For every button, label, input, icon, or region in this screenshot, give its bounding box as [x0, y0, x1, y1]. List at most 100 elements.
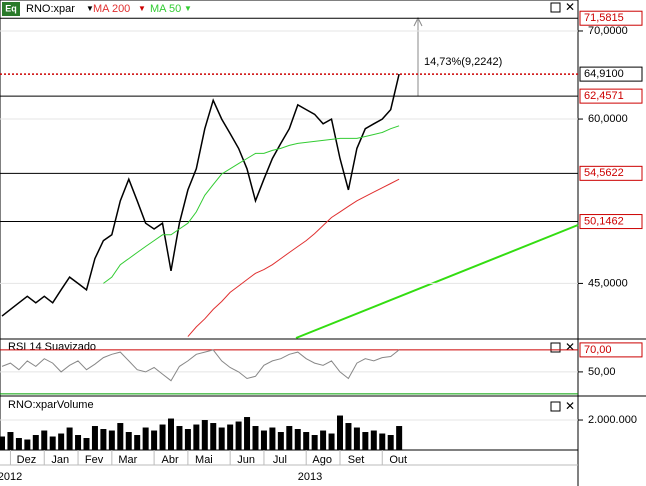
panel-title: RNO:xparVolume [8, 399, 94, 411]
volume-bar [277, 432, 284, 450]
dropdown[interactable]: ▼ [184, 4, 192, 13]
volume-bar [125, 432, 132, 450]
x-tick-label: Set [348, 454, 365, 466]
volume-bar [159, 424, 166, 450]
volume-bar [83, 438, 90, 450]
level-label-box [579, 10, 643, 26]
level-label: 54,5622 [584, 167, 624, 179]
y-tick-label: 50,00 [588, 366, 616, 378]
volume-bar [370, 430, 377, 450]
volume-bar [151, 430, 158, 450]
x-tick-label: Dez [17, 454, 37, 466]
volume-bar [0, 436, 5, 450]
volume-bar [328, 433, 335, 450]
volume-bar [7, 432, 14, 450]
volume-bar [134, 435, 141, 450]
volume-bar [345, 423, 352, 450]
plot-frame [0, 0, 579, 451]
y-tick-label: 70,0000 [588, 25, 628, 37]
y-tick-label: 2.000.000 [588, 414, 637, 426]
x-tick-label: Jul [273, 454, 287, 466]
volume-bar [176, 426, 183, 450]
volume-bar [260, 430, 267, 450]
volume-bar [91, 426, 98, 450]
series-line [1, 349, 400, 382]
legend-entry: RNO:xpar [26, 3, 75, 15]
volume-bar [286, 426, 293, 450]
panel-title: RSI 14 Suavizado [8, 341, 96, 353]
level-label: 62,4571 [584, 90, 624, 102]
volume-bar [142, 427, 149, 450]
trend-line [295, 224, 579, 339]
x-tick-label: Mar [118, 454, 137, 466]
volume-bar [227, 424, 234, 450]
volume-bar [66, 427, 73, 450]
volume-bar [252, 426, 259, 450]
x-group-label: 2013 [298, 471, 322, 483]
volume-bar [24, 439, 31, 450]
volume-bar [235, 421, 242, 450]
x-tick-label: Mai [195, 454, 213, 466]
volume-bar [75, 435, 82, 450]
level-label: 71,5815 [584, 12, 624, 24]
volume-bar [379, 433, 386, 450]
x-tick-label: Out [389, 454, 407, 466]
volume-bar [32, 435, 39, 450]
volume-bar [303, 432, 310, 450]
volume-bar [337, 415, 343, 450]
volume-bar [387, 435, 394, 450]
x-tick-label: Fev [85, 454, 104, 466]
x-group-label: 2012 [0, 471, 22, 483]
y-tick-label: 60,0000 [588, 113, 628, 125]
level-label: 64,9100 [584, 68, 624, 80]
volume-bar [108, 430, 115, 450]
close-button[interactable]: ✕ [565, 340, 575, 354]
annotation: 14,73%(9,2242) [424, 56, 502, 68]
volume-bar [58, 433, 65, 450]
volume-bar [353, 427, 360, 450]
maximize-button[interactable] [550, 2, 561, 13]
level-label-box [579, 66, 643, 82]
y-tick-label: 45,0000 [588, 277, 628, 289]
series-line [103, 125, 400, 284]
x-tick-label: Ago [312, 454, 332, 466]
volume-bar [41, 430, 48, 450]
dropdown[interactable]: ▼ [138, 4, 146, 13]
x-tick-label: Jun [237, 454, 255, 466]
volume-bar [15, 438, 22, 450]
volume-bar [184, 429, 191, 450]
level-label: 70,00 [584, 344, 612, 356]
level-label-box [579, 214, 643, 230]
volume-bar [193, 424, 200, 450]
maximize-button[interactable] [550, 401, 561, 412]
dropdown[interactable]: ▼ [86, 4, 94, 13]
series-line [187, 178, 400, 337]
volume-bar [49, 436, 56, 450]
volume-bar [201, 420, 208, 450]
volume-bar [294, 429, 301, 450]
x-tick-label: Jan [51, 454, 69, 466]
legend-entry: MA 200 [93, 3, 130, 15]
icon-label: Eq [5, 3, 17, 13]
series-line [1, 73, 400, 317]
level-label: 50,1462 [584, 215, 624, 227]
level-label-box [579, 342, 643, 358]
volume-bar [269, 427, 276, 450]
close-button[interactable]: ✕ [565, 399, 575, 413]
volume-bar [362, 432, 369, 450]
volume-bar [168, 418, 174, 450]
volume-bar [396, 426, 403, 450]
level-label-box [579, 165, 643, 181]
maximize-button[interactable] [550, 342, 561, 353]
icon[interactable] [2, 2, 20, 16]
volume-bar [218, 427, 225, 450]
volume-bar [311, 435, 318, 450]
level-label-box [579, 88, 643, 104]
legend-entry: MA 50 [150, 3, 181, 15]
volume-bar [117, 423, 124, 450]
close-button[interactable]: ✕ [565, 0, 575, 14]
volume-bar [244, 417, 251, 450]
volume-bar [210, 423, 217, 450]
x-tick-label: Abr [162, 454, 179, 466]
